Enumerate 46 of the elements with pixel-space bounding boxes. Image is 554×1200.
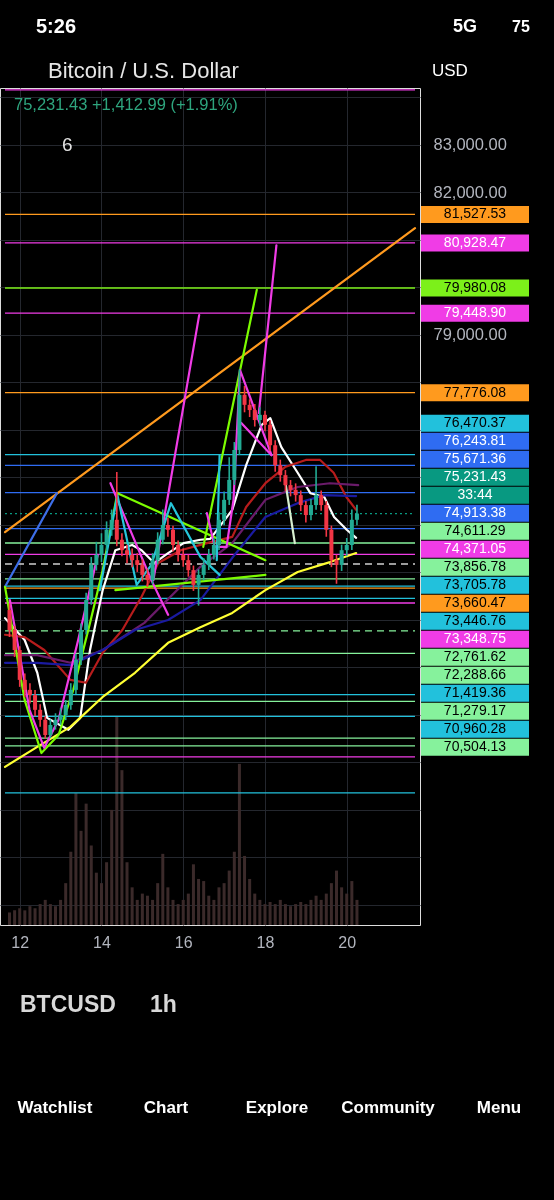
chart-subtitle: 75,231.43 +1,412.99 (+1.91%) <box>14 95 238 113</box>
ref-line-label: 75,231.43 <box>443 468 507 485</box>
ref-line-label: 76,243.81 <box>443 432 507 449</box>
text: 5G <box>453 16 478 36</box>
ref-line-label: 71,279.17 <box>443 702 507 719</box>
ref-line-label: 73,856.78 <box>443 558 507 575</box>
ref-line-label: 81,527.53 <box>443 205 507 222</box>
ref-line-label: 72,288.66 <box>443 666 507 683</box>
ref-line-label: 73,446.76 <box>443 612 507 629</box>
text: 33:44 <box>457 486 493 503</box>
x-tick-label: 20 <box>338 933 357 951</box>
text: 75 <box>512 18 530 35</box>
ref-line-label: 76,470.37 <box>443 414 507 431</box>
text: Explore <box>245 1098 309 1117</box>
ref-line-label: 75,671.36 <box>443 450 507 467</box>
x-tick-label: 12 <box>11 933 30 951</box>
ref-line-label: 79,448.90 <box>443 304 507 321</box>
chart-title: Bitcoin / U.S. Dollar <box>48 58 239 83</box>
text: BTCUSD <box>20 991 116 1017</box>
y-tick-label: 83,000.00 <box>433 135 507 154</box>
ref-line-label: 74,371.05 <box>443 540 507 557</box>
text: Menu <box>476 1098 522 1117</box>
ref-line-label: 71,419.36 <box>443 684 507 701</box>
text: 1h <box>150 991 177 1017</box>
annotation: 6 <box>62 134 73 155</box>
ref-line-label: 80,928.47 <box>443 233 507 250</box>
ref-line-label: 72,761.62 <box>443 648 507 665</box>
ref-line-label: 73,660.47 <box>443 594 507 611</box>
ref-line-label: 73,705.78 <box>443 576 507 593</box>
y-tick-label: 82,000.00 <box>433 182 507 201</box>
ref-line-label: 74,913.38 <box>443 504 507 521</box>
ref-line-label: 74,611.29 <box>444 522 506 539</box>
text: Community <box>341 1098 436 1117</box>
ref-line-label: 77,776.08 <box>443 383 507 400</box>
x-tick-label: 16 <box>174 933 193 951</box>
ref-line-label: 70,960.28 <box>443 720 507 737</box>
text: USD <box>432 61 468 80</box>
y-tick-label: 79,000.00 <box>433 325 507 344</box>
x-tick-label: 14 <box>93 933 111 951</box>
text: 5:26 <box>36 15 77 37</box>
text: Watchlist <box>17 1098 93 1117</box>
ref-line-label: 70,504.13 <box>443 738 507 755</box>
ref-line-label: 79,980.08 <box>443 278 507 295</box>
text: Chart <box>143 1098 189 1117</box>
ref-line-label: 73,348.75 <box>443 630 507 647</box>
x-tick-label: 18 <box>256 933 275 951</box>
